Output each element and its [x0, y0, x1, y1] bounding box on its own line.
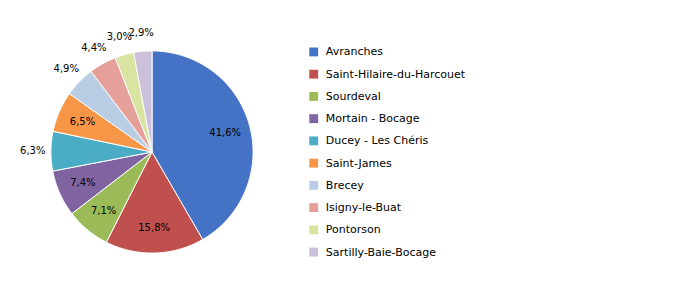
svg-text:Sourdeval: Sourdeval [326, 90, 381, 103]
svg-text:6,5%: 6,5% [70, 116, 95, 127]
svg-text:15,8%: 15,8% [138, 222, 170, 233]
svg-text:Brecey: Brecey [326, 179, 364, 192]
svg-text:Avranches: Avranches [326, 45, 383, 58]
svg-text:7,4%: 7,4% [70, 177, 95, 188]
svg-text:4,9%: 4,9% [54, 63, 79, 74]
svg-text:6,3%: 6,3% [20, 145, 45, 156]
svg-text:Mortain - Bocage: Mortain - Bocage [326, 112, 420, 125]
svg-text:Isigny-le-Buat: Isigny-le-Buat [326, 201, 402, 214]
svg-text:41,6%: 41,6% [209, 127, 241, 138]
svg-text:3,0%: 3,0% [106, 31, 133, 43]
svg-text:4,4%: 4,4% [81, 42, 106, 53]
svg-text:Pontorson: Pontorson [326, 223, 381, 236]
svg-text:Sartilly-Baie-Bocage: Sartilly-Baie-Bocage [326, 246, 436, 259]
svg-text:2,9%: 2,9% [128, 27, 153, 38]
svg-text:7,1%: 7,1% [91, 205, 116, 216]
svg-text:Saint-Hilaire-du-Harcouet: Saint-Hilaire-du-Harcouet [326, 68, 466, 81]
svg-text:Saint-James: Saint-James [326, 157, 392, 170]
svg-text:Ducey - Les Chéris: Ducey - Les Chéris [326, 134, 429, 147]
